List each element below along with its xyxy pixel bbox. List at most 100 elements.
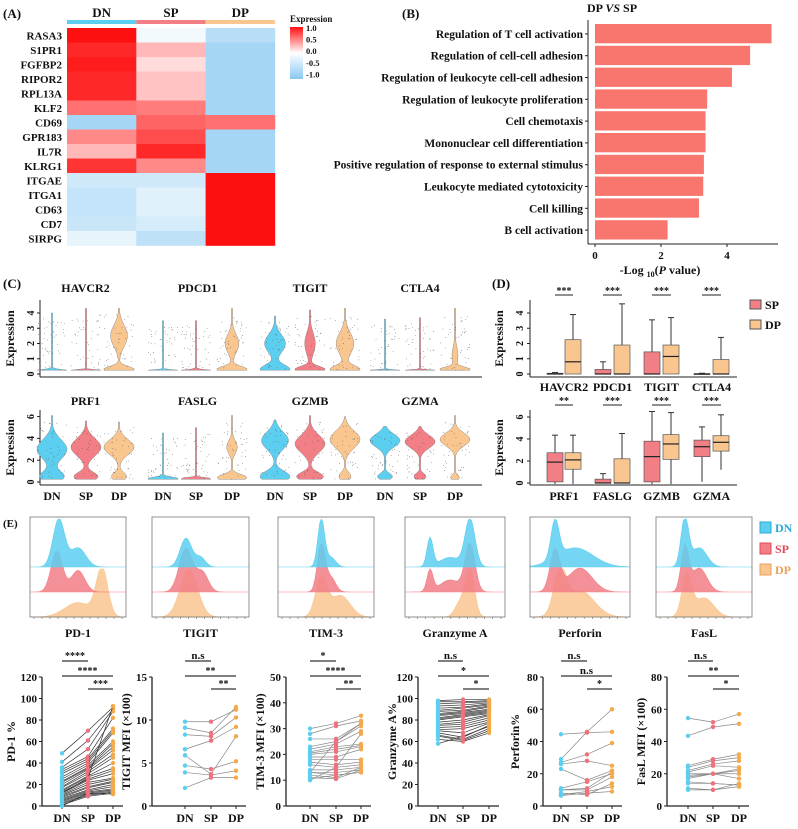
row-label: SIRPG: [28, 233, 62, 245]
jitter-point: [370, 360, 372, 362]
jitter-point: [302, 360, 304, 361]
jitter-point: [77, 331, 79, 333]
jitter-point: [444, 317, 446, 318]
jitter-point: [393, 448, 395, 450]
jitter-point: [268, 449, 270, 451]
jitter-point: [421, 441, 423, 443]
significance-label: **: [559, 396, 569, 407]
heatmap-cell: [67, 86, 137, 101]
jitter-point: [114, 327, 116, 329]
jitter-point: [167, 465, 168, 466]
jitter-point: [269, 454, 270, 456]
jitter-point: [125, 338, 127, 340]
x-tick-label: SP: [580, 811, 594, 825]
jitter-point: [466, 432, 468, 434]
jitter-point: [168, 354, 169, 356]
jitter-point: [370, 440, 372, 442]
jitter-point: [209, 342, 211, 344]
jitter-point: [322, 441, 324, 443]
jitter-point: [311, 345, 312, 347]
significance-label: ***: [704, 286, 719, 297]
category-label: B cell activation: [504, 225, 583, 237]
jitter-point: [294, 344, 296, 346]
legend-label: SP: [765, 298, 779, 312]
jitter-point: [223, 473, 225, 475]
jitter-point: [42, 431, 44, 432]
jitter-point: [465, 449, 467, 451]
jitter-point: [88, 444, 90, 445]
jitter-point: [422, 351, 424, 352]
data-point-dn: [558, 790, 564, 796]
jitter-point: [57, 322, 59, 324]
significance-label: *: [597, 679, 602, 690]
jitter-point: [201, 441, 203, 442]
jitter-point: [105, 453, 107, 455]
data-point-sp: [208, 719, 214, 724]
jitter-point: [279, 321, 280, 323]
jitter-point: [131, 443, 133, 445]
jitter-point: [312, 478, 314, 480]
jitter-point: [469, 346, 470, 348]
jitter-point: [350, 349, 352, 351]
jitter-point: [423, 327, 425, 329]
jitter-point: [235, 351, 237, 353]
marker-title: Granzyme A: [423, 626, 488, 640]
y-axis-label: Perforin%: [508, 714, 522, 769]
data-point-sp: [584, 779, 590, 785]
jitter-point: [308, 362, 310, 364]
heatmap-cell: [205, 86, 276, 101]
jitter-point: [348, 478, 350, 479]
jitter-point: [388, 346, 390, 347]
jitter-point: [299, 460, 301, 461]
jitter-point: [184, 347, 186, 349]
jitter-point: [113, 471, 115, 473]
jitter-point: [109, 477, 111, 479]
y-tick-label: 0: [408, 801, 414, 813]
jitter-point: [114, 472, 115, 474]
jitter-point: [371, 457, 373, 458]
jitter-point: [407, 464, 409, 466]
data-point-dp: [609, 769, 615, 775]
column-header-dn: DN: [92, 5, 111, 20]
data-point-dp: [233, 768, 239, 773]
heatmap-cell: [136, 86, 206, 101]
jitter-point: [374, 471, 376, 473]
jitter-point: [323, 428, 325, 430]
jitter-point: [411, 456, 413, 458]
jitter-point: [243, 355, 244, 357]
jitter-point: [76, 437, 78, 438]
jitter-point: [415, 348, 417, 350]
jitter-point: [377, 349, 379, 351]
xlabel-part: (: [655, 263, 659, 277]
jitter-point: [160, 339, 162, 340]
y-tick-label: 10: [270, 775, 282, 787]
jitter-point: [221, 338, 223, 339]
jitter-point: [165, 452, 167, 454]
jitter-point: [260, 473, 262, 474]
jitter-point: [461, 450, 463, 451]
box-dp: [613, 344, 631, 375]
jitter-point: [423, 474, 425, 476]
x-tick-label: 4: [724, 250, 730, 262]
jitter-point: [241, 321, 242, 323]
jitter-point: [84, 431, 86, 432]
jitter-point: [410, 438, 412, 440]
jitter-point: [64, 369, 66, 371]
jitter-point: [352, 431, 354, 433]
jitter-point: [203, 436, 204, 438]
jitter-point: [423, 337, 424, 339]
jitter-point: [350, 329, 351, 331]
category-label: Cell killing: [529, 203, 583, 215]
jitter-point: [266, 364, 268, 366]
jitter-point: [321, 430, 323, 432]
box-dp: [712, 359, 730, 375]
jitter-point: [392, 471, 394, 473]
jitter-point: [118, 338, 119, 340]
jitter-point: [76, 427, 78, 429]
jitter-point: [389, 440, 390, 442]
jitter-point: [48, 422, 50, 424]
jitter-point: [98, 452, 100, 454]
jitter-point: [287, 440, 288, 442]
jitter-point: [154, 358, 156, 360]
jitter-point: [382, 471, 384, 473]
